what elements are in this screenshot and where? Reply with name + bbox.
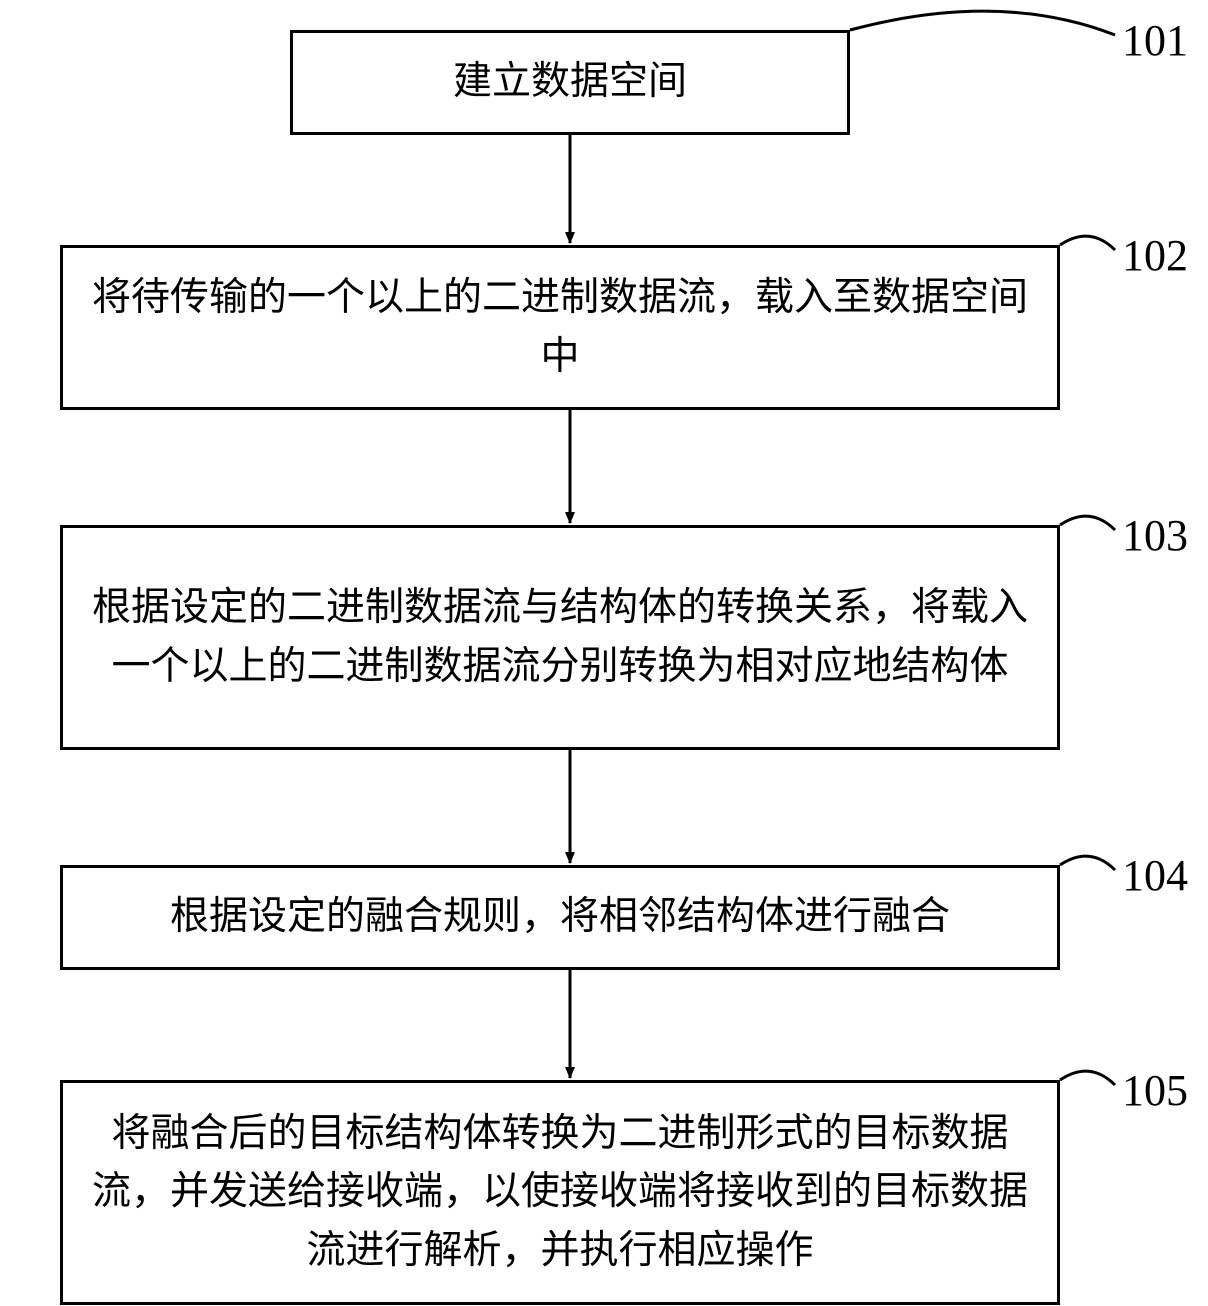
flow-node-105: 将融合后的目标结构体转换为二进制形式的目标数据流，并发送给接收端，以使接收端将接… (60, 1080, 1060, 1305)
label-connector-101 (850, 11, 1115, 35)
label-connector-105 (1060, 1071, 1115, 1085)
flow-node-101-text: 建立数据空间 (453, 53, 687, 112)
flow-node-104-text: 根据设定的融合规则，将相邻结构体进行融合 (170, 888, 950, 947)
flow-node-104: 根据设定的融合规则，将相邻结构体进行融合 (60, 865, 1060, 970)
flow-node-103-text: 根据设定的二进制数据流与结构体的转换关系，将载入一个以上的二进制数据流分别转换为… (83, 579, 1037, 696)
label-connector-102 (1060, 236, 1115, 250)
step-label-101: 101 (1122, 15, 1188, 66)
label-connector-104 (1060, 856, 1115, 870)
flow-node-103: 根据设定的二进制数据流与结构体的转换关系，将载入一个以上的二进制数据流分别转换为… (60, 525, 1060, 750)
flow-node-105-text: 将融合后的目标结构体转换为二进制形式的目标数据流，并发送给接收端，以使接收端将接… (83, 1105, 1037, 1281)
step-label-104: 104 (1122, 850, 1188, 901)
step-label-103: 103 (1122, 510, 1188, 561)
label-connector-103 (1060, 516, 1115, 530)
step-label-105: 105 (1122, 1065, 1188, 1116)
flowchart-canvas: 建立数据空间 101 将待传输的一个以上的二进制数据流，载入至数据空间中 102… (0, 0, 1208, 1306)
step-label-102: 102 (1122, 230, 1188, 281)
flow-node-102-text: 将待传输的一个以上的二进制数据流，载入至数据空间中 (83, 269, 1037, 386)
flow-node-102: 将待传输的一个以上的二进制数据流，载入至数据空间中 (60, 245, 1060, 410)
flow-node-101: 建立数据空间 (290, 30, 850, 135)
